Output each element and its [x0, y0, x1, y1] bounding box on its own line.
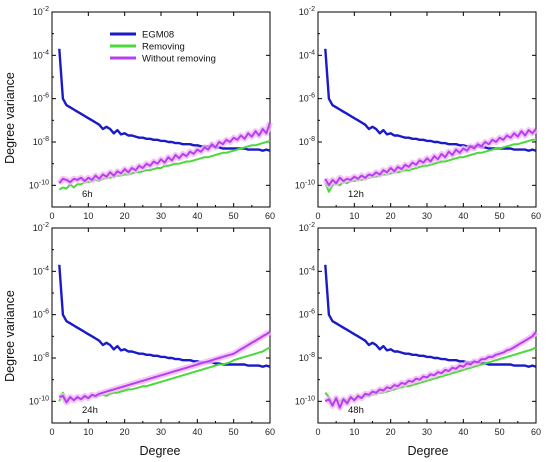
x-axis-title-right: Degree — [408, 444, 449, 458]
x-tick-label: 0 — [315, 211, 320, 221]
x-tick-label: 30 — [422, 427, 432, 437]
y-tick-label: 10-10 — [29, 395, 49, 406]
y-tick-label: 10-4 — [33, 265, 49, 276]
y-tick-label: 10-2 — [33, 222, 49, 233]
y-tick-label: 10-8 — [33, 352, 49, 363]
x-tick-label: 40 — [458, 427, 468, 437]
plot-frame — [317, 227, 537, 424]
x-tick-label: 0 — [49, 211, 54, 221]
x-tick-label: 20 — [386, 427, 396, 437]
x-tick-label: 30 — [422, 211, 432, 221]
series-line-without-removing — [324, 128, 537, 187]
x-tick-label: 0 — [315, 427, 320, 437]
legend-label-egm08: EGM08 — [142, 30, 174, 41]
x-tick-label: 50 — [229, 211, 239, 221]
panel-label: 6h — [82, 189, 93, 200]
x-tick-label: 10 — [349, 427, 359, 437]
panel-label: 24h — [82, 405, 98, 416]
series-line-removing — [324, 138, 536, 193]
y-tick-label: 10-2 — [33, 6, 49, 17]
x-tick-label: 10 — [83, 427, 93, 437]
x-tick-label: 60 — [265, 211, 275, 221]
x-tick-label: 40 — [192, 211, 202, 221]
legend-label-removing: Removing — [142, 42, 185, 53]
y-tick-label: 10-10 — [295, 179, 315, 190]
series-line-without-removing — [58, 122, 271, 184]
x-tick-label: 50 — [495, 211, 505, 221]
x-tick-label: 20 — [120, 211, 130, 221]
x-tick-label: 20 — [120, 427, 130, 437]
x-tick-label: 60 — [531, 211, 541, 221]
y-tick-label: 10-10 — [29, 179, 49, 190]
panel-label: 48h — [348, 405, 364, 416]
legend-label-without-removing: Without removing — [142, 54, 216, 65]
y-tick-label: 10-8 — [299, 352, 315, 363]
y-tick-label: 10-2 — [299, 222, 315, 233]
series-line-without-removing — [59, 331, 271, 404]
panel-label: 12h — [348, 189, 364, 200]
series-line-egm08 — [324, 264, 537, 368]
y-axis-title-top: Degree variance — [3, 72, 17, 164]
y-tick-label: 10-6 — [299, 93, 315, 104]
x-tick-label: 20 — [386, 211, 396, 221]
series-line-without-removing — [324, 331, 537, 409]
x-tick-label: 40 — [192, 427, 202, 437]
y-tick-label: 10-4 — [299, 265, 315, 276]
y-tick-label: 10-10 — [295, 395, 315, 406]
y-tick-label: 10-8 — [299, 136, 315, 147]
x-tick-label: 30 — [156, 211, 166, 221]
series-band-without-removing — [56, 121, 273, 186]
x-axis-title-left: Degree — [140, 444, 181, 458]
y-tick-label: 10-2 — [299, 6, 315, 17]
chart-panel-24h: 0 10 20 30 40 50 60 10-10 10-8 10-6 10-4 10-2 24h — [29, 222, 275, 437]
series-line-egm08 — [58, 264, 271, 368]
x-tick-label: 60 — [531, 427, 541, 437]
y-tick-label: 10-8 — [33, 136, 49, 147]
y-tick-label: 10-6 — [33, 309, 49, 320]
x-tick-label: 50 — [229, 427, 239, 437]
x-tick-label: 40 — [458, 211, 468, 221]
x-tick-label: 0 — [49, 427, 54, 437]
y-tick-label: 10-6 — [299, 309, 315, 320]
y-tick-label: 10-4 — [299, 49, 315, 60]
y-tick-label: 10-6 — [33, 93, 49, 104]
y-tick-label: 10-4 — [33, 49, 49, 60]
x-tick-label: 10 — [83, 211, 93, 221]
x-tick-label: 30 — [156, 427, 166, 437]
chart-panels: 0 10 20 30 40 50 60 10-10 10-8 10-6 10-4 10-2 6h 0 10 2… — [29, 6, 541, 437]
series-line-egm08 — [58, 48, 271, 152]
chart-panel-6h: 0 10 20 30 40 50 60 10-10 10-8 10-6 10-4 10-2 6h — [29, 6, 275, 221]
x-tick-label: 50 — [495, 427, 505, 437]
y-axis-title-bottom: Degree variance — [3, 290, 17, 382]
chart-panel-48h: 0 10 20 30 40 50 60 10-10 10-8 10-6 10-4 10-2 48h — [295, 222, 541, 437]
x-tick-label: 10 — [349, 211, 359, 221]
x-tick-label: 60 — [265, 427, 275, 437]
series-band-without-removing — [58, 329, 272, 406]
chart-panel-12h: 0 10 20 30 40 50 60 10-10 10-8 10-6 10-4 10-2 12h — [295, 6, 541, 221]
